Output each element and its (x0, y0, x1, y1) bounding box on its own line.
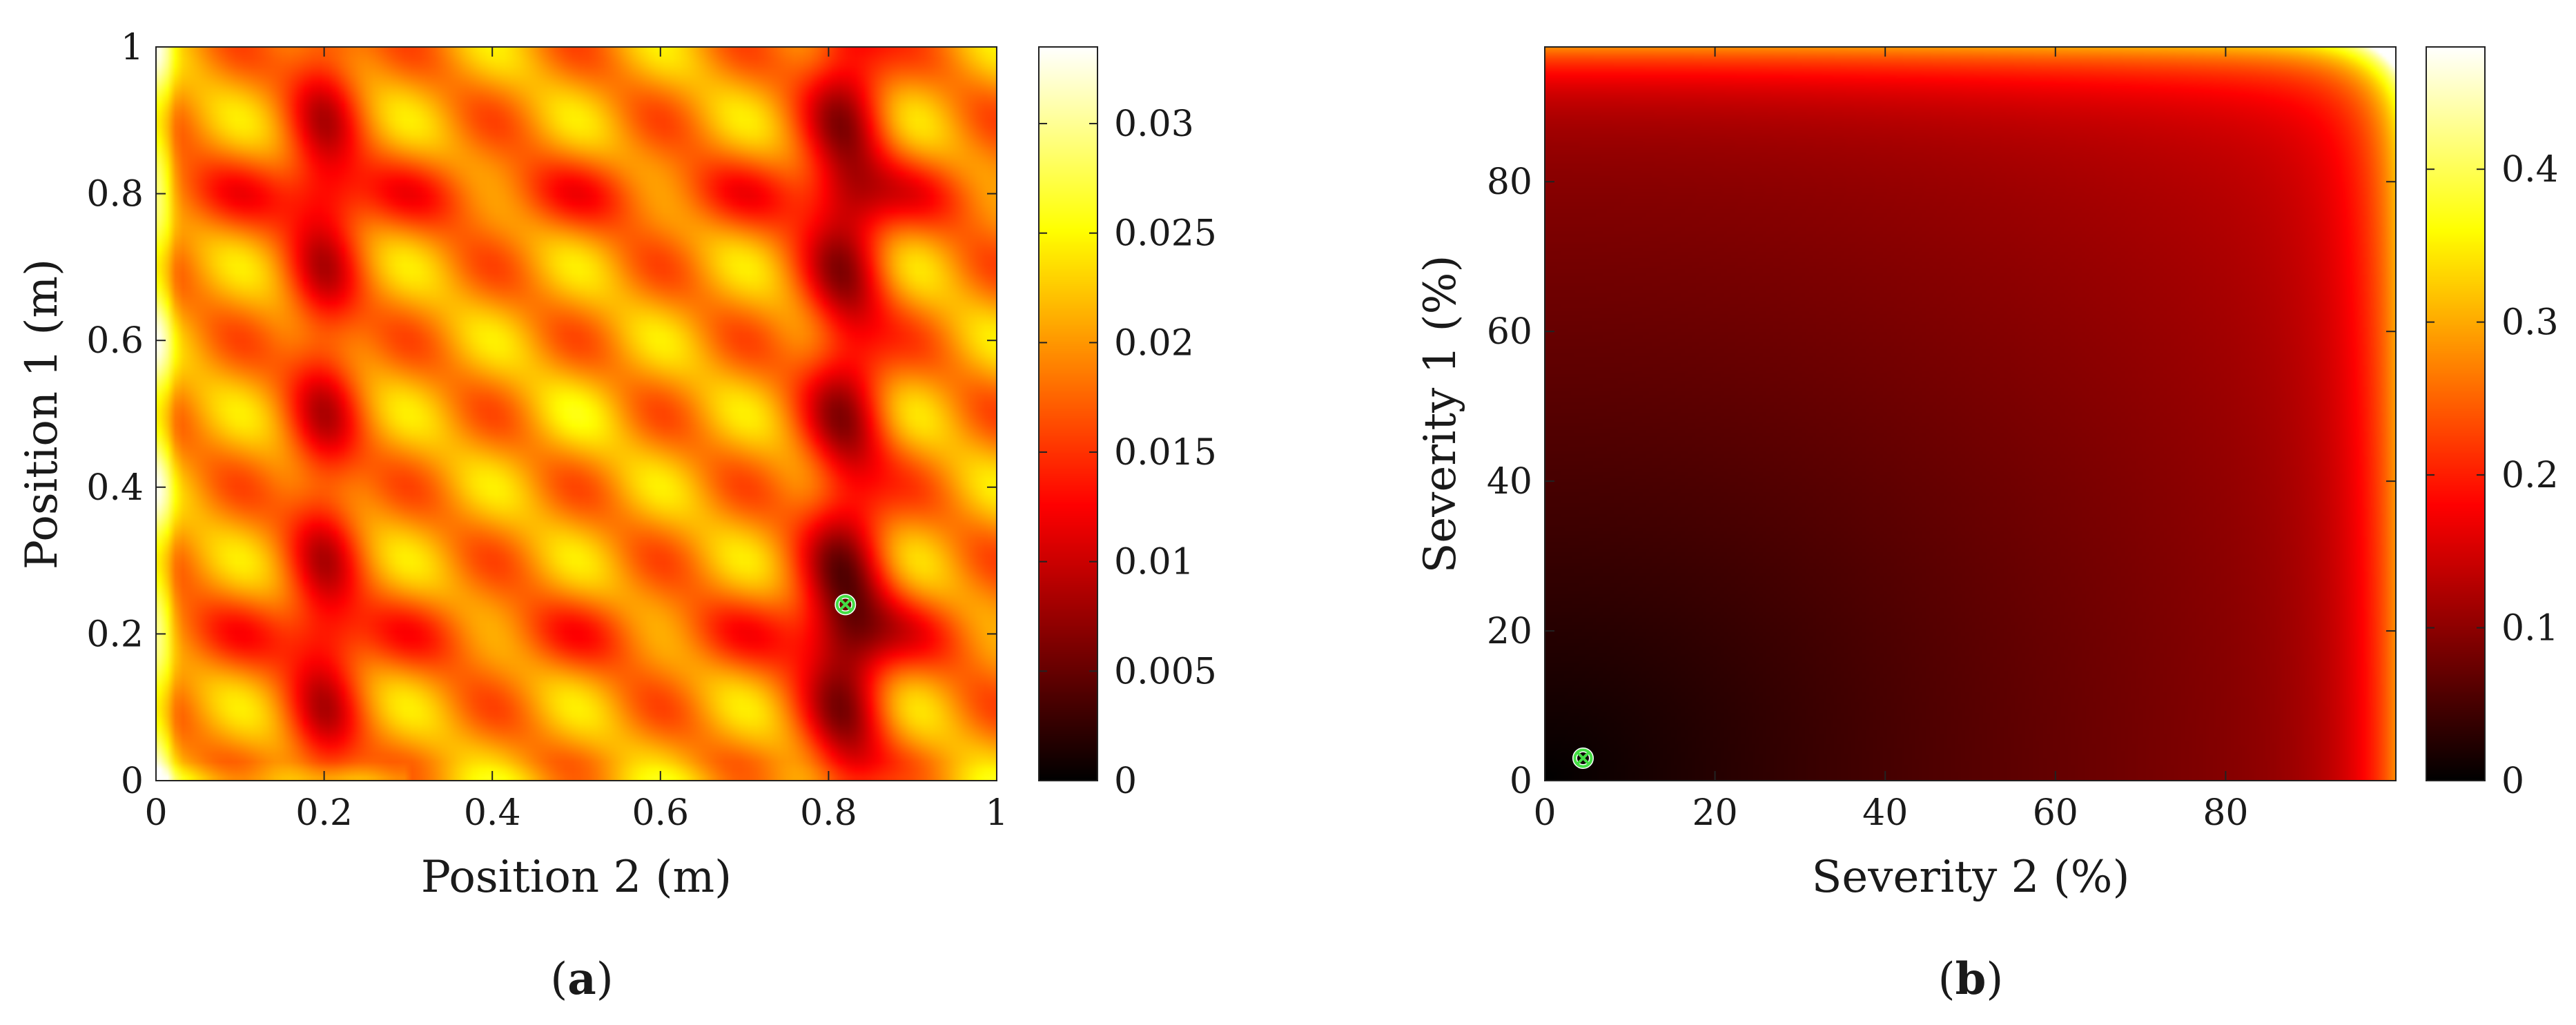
y-tick-label: 0.6 (86, 320, 144, 362)
heatmap-a-frame (155, 46, 997, 781)
colorbar-b-image (2426, 47, 2485, 781)
x-axis-a-ticks: 0 0.2 0.4 0.6 0.8 1 (144, 47, 1008, 834)
x-tick-label: 0.8 (800, 792, 857, 834)
colorbar-tick-label: 0.025 (1114, 213, 1217, 255)
colorbar-b-ticks: 0 0.1 0.2 0.3 0.4 (2426, 149, 2559, 802)
marker-cross (1577, 752, 1590, 765)
x-axis-b-label: Severity 2 (%) (1812, 852, 2130, 903)
colorbar-tick-label: 0.1 (2501, 608, 2559, 650)
colorbar-tick-label: 0.4 (2501, 149, 2559, 191)
x-tick-label: 60 (2033, 792, 2078, 834)
colorbar-tick-label: 0.02 (1114, 322, 1194, 364)
y-tick-label: 0 (1510, 761, 1532, 802)
heatmap-b-frame (1544, 46, 2397, 781)
colorbar-tick-label: 0.01 (1114, 542, 1194, 583)
panel-b: 0 20 40 60 80 0 20 40 60 80 Severity 2 (%) Sever… (1415, 46, 2559, 1005)
panel-b-label: (b) (1938, 953, 2004, 1005)
y-axis-b-ticks: 0 20 40 60 80 (1487, 162, 2396, 802)
panel-b-letter: b (1955, 953, 1987, 1005)
marker-cross (839, 598, 852, 612)
colorbar-tick-label: 0.005 (1114, 651, 1217, 692)
minimum-marker-b (1572, 747, 1594, 769)
colorbar-b-frame (2426, 46, 2486, 781)
colorbar-a-frame (1038, 46, 1098, 781)
y-axis-a-label: Position 1 (m) (17, 259, 68, 569)
y-tick-label: 20 (1487, 611, 1532, 652)
x-tick-label: 1 (985, 792, 1008, 834)
colorbar-tick-label: 0 (2501, 761, 2524, 802)
colorbar-tick-label: 0.015 (1114, 432, 1217, 474)
panel-a-letter: a (567, 953, 596, 1005)
y-tick-label: 0 (121, 761, 144, 802)
marker-circle (835, 594, 855, 614)
heatmap-b-image (1545, 47, 2396, 781)
y-axis-a-ticks: 0 0.2 0.4 0.6 0.8 1 (86, 27, 997, 802)
colorbar-tick-label: 0.2 (2501, 455, 2559, 496)
y-tick-label: 40 (1487, 461, 1532, 502)
x-tick-label: 40 (1862, 792, 1908, 834)
y-tick-label: 0.4 (86, 467, 144, 509)
minimum-marker-a (835, 594, 857, 616)
y-axis-b-label: Severity 1 (%) (1415, 255, 1466, 574)
x-tick-label: 0 (144, 792, 167, 834)
colorbar-tick-label: 0.3 (2501, 302, 2559, 344)
y-tick-label: 80 (1487, 162, 1532, 203)
x-axis-b-ticks: 0 20 40 60 80 (1533, 47, 2248, 834)
y-tick-label: 0.2 (86, 614, 144, 655)
x-axis-a-label: Position 2 (m) (421, 852, 732, 903)
y-tick-label: 60 (1487, 311, 1532, 353)
colorbar-tick-label: 0.03 (1114, 104, 1194, 145)
x-tick-label: 0.6 (632, 792, 689, 834)
y-tick-label: 1 (121, 27, 144, 68)
marker-circle (1573, 748, 1593, 768)
colorbar-a-image (1039, 47, 1097, 781)
x-tick-label: 0.2 (295, 792, 353, 834)
colorbar-a-ticks: 0 0.005 0.01 0.015 0.02 0.025 0.03 (1039, 104, 1217, 802)
x-tick-label: 80 (2203, 792, 2248, 834)
x-tick-label: 20 (1692, 792, 1738, 834)
panel-a-label: (a) (550, 953, 613, 1005)
x-tick-label: 0.4 (464, 792, 521, 834)
heatmap-a-image (156, 47, 997, 781)
panel-a: 0 0.2 0.4 0.6 0.8 1 0 0.2 0.4 0.6 0.8 1 Position 2… (17, 27, 1217, 1005)
y-tick-label: 0.8 (86, 174, 144, 215)
x-tick-label: 0 (1533, 792, 1556, 834)
colorbar-tick-label: 0 (1114, 761, 1137, 802)
